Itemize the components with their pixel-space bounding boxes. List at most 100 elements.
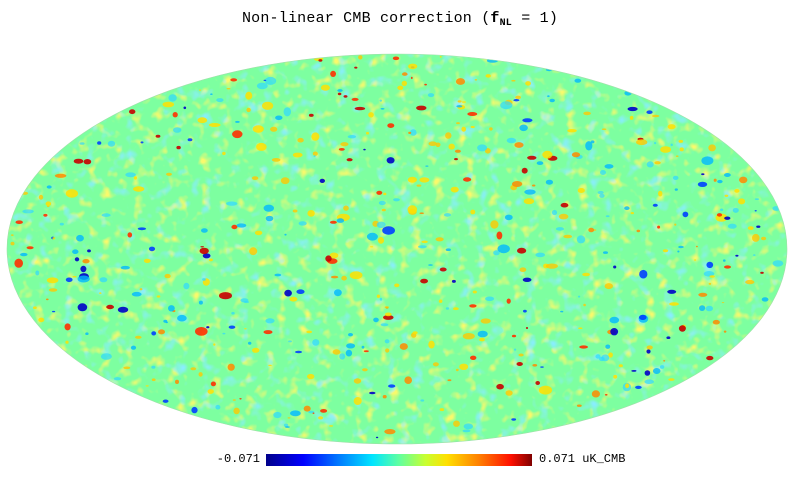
map-spot bbox=[435, 237, 444, 242]
map-spot bbox=[231, 311, 235, 315]
map-spot bbox=[284, 233, 287, 236]
map-spot bbox=[445, 248, 451, 251]
title-f: f bbox=[490, 10, 500, 27]
map-spot bbox=[639, 314, 647, 320]
map-spot bbox=[165, 321, 168, 324]
map-spot bbox=[346, 158, 353, 162]
map-spot bbox=[462, 333, 475, 340]
map-spot bbox=[523, 198, 535, 205]
map-spot bbox=[270, 126, 278, 132]
map-spot bbox=[772, 260, 784, 267]
map-spot bbox=[674, 188, 678, 191]
map-spot bbox=[385, 312, 392, 317]
map-spot bbox=[644, 379, 654, 385]
map-spot bbox=[343, 95, 348, 98]
map-spot bbox=[288, 340, 292, 343]
map-spot bbox=[424, 83, 427, 86]
map-spot bbox=[274, 273, 282, 277]
map-spot bbox=[312, 339, 320, 346]
map-spot bbox=[48, 288, 58, 292]
map-spot bbox=[609, 316, 620, 324]
map-spot bbox=[120, 265, 130, 270]
map-spot bbox=[523, 309, 527, 313]
map-spot bbox=[222, 332, 226, 335]
map-spot bbox=[76, 234, 84, 242]
map-spot bbox=[630, 212, 634, 215]
map-spot bbox=[244, 328, 247, 330]
map-spot bbox=[677, 250, 680, 253]
map-sky bbox=[7, 54, 787, 444]
map-spot bbox=[307, 210, 315, 217]
map-spot bbox=[306, 330, 313, 334]
map-spot bbox=[290, 410, 301, 417]
colorbar bbox=[266, 454, 532, 466]
map-spot bbox=[421, 240, 428, 244]
map-spot bbox=[65, 189, 78, 198]
colorbar-min-label: -0.071 bbox=[216, 452, 260, 466]
map-spot bbox=[682, 211, 689, 218]
map-spot bbox=[366, 232, 378, 241]
map-spot bbox=[753, 254, 756, 256]
map-spot bbox=[297, 137, 304, 143]
map-spot bbox=[107, 140, 116, 147]
map-spot bbox=[435, 142, 441, 148]
map-spot bbox=[320, 409, 328, 413]
map-spot bbox=[52, 310, 56, 313]
map-spot bbox=[477, 144, 488, 152]
map-spot bbox=[463, 177, 472, 182]
map-spot bbox=[432, 362, 439, 367]
map-spot bbox=[329, 220, 337, 224]
map-spot bbox=[470, 125, 475, 129]
map-spot bbox=[33, 306, 37, 310]
map-spot bbox=[208, 123, 221, 127]
map-spot bbox=[505, 390, 513, 396]
map-spot bbox=[15, 220, 23, 224]
map-spot bbox=[362, 368, 368, 372]
map-spot bbox=[168, 94, 177, 102]
map-spot bbox=[577, 188, 585, 193]
map-spot bbox=[666, 336, 671, 340]
map-spot bbox=[123, 366, 131, 370]
map-spot bbox=[334, 289, 342, 297]
map-spot bbox=[243, 300, 250, 304]
map-spot bbox=[263, 204, 274, 212]
map-spot bbox=[416, 105, 427, 111]
map-spot bbox=[213, 343, 216, 346]
map-spot bbox=[343, 205, 349, 211]
map-spot bbox=[191, 406, 198, 414]
map-spot bbox=[662, 249, 669, 253]
title-prefix: Non-linear CMB correction ( bbox=[241, 10, 491, 27]
map-spot bbox=[158, 329, 165, 335]
map-spot bbox=[351, 97, 359, 101]
map-spot bbox=[419, 177, 430, 183]
map-spot bbox=[574, 78, 582, 83]
map-spot bbox=[256, 142, 267, 151]
map-spot bbox=[245, 91, 253, 100]
map-spot bbox=[201, 228, 208, 233]
map-spot bbox=[38, 317, 45, 323]
map-spot bbox=[318, 59, 323, 62]
map-spot bbox=[394, 283, 400, 288]
map-spot bbox=[329, 425, 334, 427]
map-spot bbox=[445, 307, 450, 310]
map-spot bbox=[384, 306, 389, 309]
map-spot bbox=[325, 255, 332, 262]
map-spot bbox=[117, 306, 129, 313]
map-spot bbox=[754, 198, 760, 201]
map-spot bbox=[511, 334, 517, 338]
map-spot bbox=[604, 394, 608, 396]
map-spot bbox=[236, 223, 247, 228]
map-spot bbox=[639, 269, 648, 279]
map-spot bbox=[183, 282, 190, 290]
map-spot bbox=[456, 105, 463, 108]
map-spot bbox=[387, 123, 395, 128]
map-spot bbox=[366, 131, 369, 135]
map-spot bbox=[183, 106, 187, 110]
map-spot bbox=[381, 208, 386, 212]
map-spot bbox=[506, 137, 517, 144]
map-spot bbox=[72, 249, 79, 254]
map-spot bbox=[613, 265, 617, 269]
map-spot bbox=[135, 335, 142, 339]
map-spot bbox=[578, 295, 581, 298]
map-spot bbox=[222, 151, 226, 156]
